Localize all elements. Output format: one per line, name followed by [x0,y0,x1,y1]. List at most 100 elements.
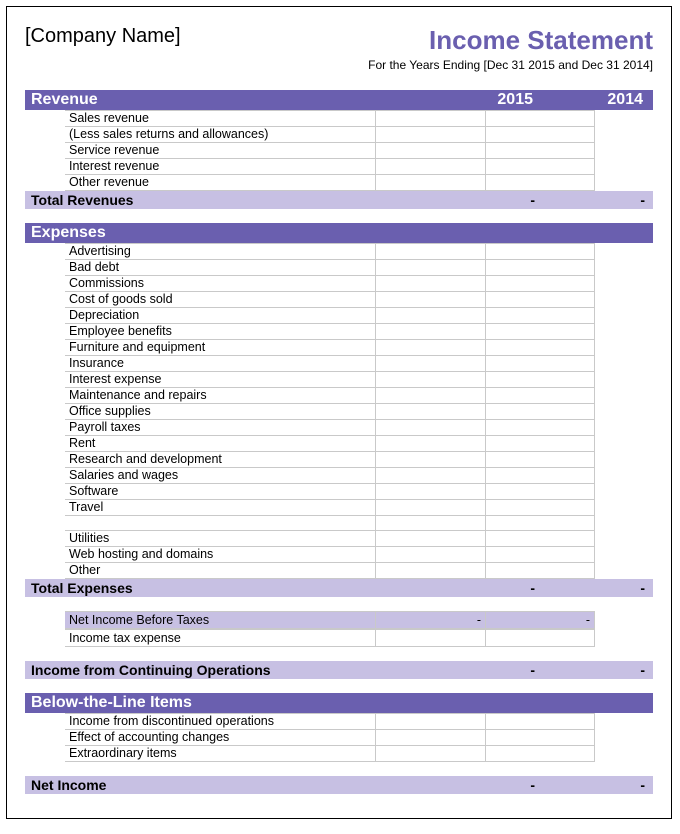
line-item-value-y1[interactable] [375,436,485,452]
line-item-value-y1[interactable] [375,452,485,468]
line-item-row: Insurance [25,356,653,372]
line-item-label: Bad debt [65,260,375,276]
line-item-value-y2[interactable] [485,340,595,356]
line-item-value-y1[interactable] [375,500,485,516]
income-statement-page: [Company Name] Income Statement For the … [6,6,672,819]
line-item-row: Extraordinary items [25,746,653,762]
line-item-value-y1[interactable] [375,340,485,356]
line-item-value-y1[interactable] [375,404,485,420]
line-item-row: Effect of accounting changes [25,730,653,746]
line-item-value-y1[interactable] [375,243,485,260]
line-item-value-y2[interactable] [485,159,595,175]
line-item-value-y1[interactable] [375,260,485,276]
line-item-value-y2[interactable] [485,547,595,563]
net-before-rows: Net Income Before Taxes--Income tax expe… [25,611,653,647]
line-item-value-y2[interactable]: - [485,611,595,629]
line-item-label: Income from discontinued operations [65,713,375,730]
line-item-value-y2[interactable] [485,260,595,276]
line-item-row: Service revenue [25,143,653,159]
line-item-value-y2[interactable] [485,388,595,404]
line-item-value-y2[interactable] [485,468,595,484]
line-item-value-y1[interactable] [375,276,485,292]
line-item-row: Advertising [25,243,653,260]
below-line-rows: Income from discontinued operationsEffec… [25,713,653,762]
line-item-value-y2[interactable] [485,500,595,516]
line-item-value-y2[interactable] [485,746,595,762]
line-item-label: Employee benefits [65,324,375,340]
company-name: [Company Name] [25,25,181,48]
line-item-value-y1[interactable] [375,324,485,340]
line-item-value-y1[interactable] [375,730,485,746]
total-expenses-y2: - [539,579,649,597]
line-item-row: Bad debt [25,260,653,276]
total-expenses-row: Total Expenses - - [25,579,653,597]
line-item-row: Software [25,484,653,500]
line-item-label: Extraordinary items [65,746,375,762]
line-item-value-y1[interactable] [375,713,485,730]
line-item-value-y1[interactable] [375,143,485,159]
line-item-row: Depreciation [25,308,653,324]
line-item-value-y2[interactable] [485,404,595,420]
line-item-value-y1[interactable]: - [375,611,485,629]
line-item-value-y2[interactable] [485,713,595,730]
line-item-value-y2[interactable] [485,308,595,324]
line-item-value-y1[interactable] [375,629,485,647]
line-item-value-y2[interactable] [485,629,595,647]
line-item-value-y2[interactable] [485,292,595,308]
line-item-value-y1[interactable] [375,356,485,372]
line-item-label: Furniture and equipment [65,340,375,356]
line-item-value-y1[interactable] [375,746,485,762]
line-item-value-y1[interactable] [375,563,485,579]
line-item-label: Interest revenue [65,159,375,175]
line-item-value-y1[interactable] [375,547,485,563]
line-item-label: Maintenance and repairs [65,388,375,404]
line-item-value-y2[interactable] [485,127,595,143]
line-item-value-y1[interactable] [375,516,485,531]
line-item-value-y1[interactable] [375,388,485,404]
line-item-value-y1[interactable] [375,127,485,143]
total-expenses-y1: - [429,579,539,597]
line-item-value-y2[interactable] [485,452,595,468]
line-item-value-y2[interactable] [485,563,595,579]
line-item-label: Salaries and wages [65,468,375,484]
line-item-value-y2[interactable] [485,110,595,127]
line-item-row: Research and development [25,452,653,468]
line-item-value-y1[interactable] [375,308,485,324]
line-item-value-y1[interactable] [375,484,485,500]
line-item-value-y2[interactable] [485,531,595,547]
line-item-value-y1[interactable] [375,372,485,388]
total-revenues-y1: - [429,191,539,209]
line-item-value-y1[interactable] [375,159,485,175]
line-item-value-y2[interactable] [485,276,595,292]
line-item-value-y2[interactable] [485,436,595,452]
line-item-value-y2[interactable] [485,372,595,388]
line-item-row: Interest expense [25,372,653,388]
line-item-row: Web hosting and domains [25,547,653,563]
line-item-value-y1[interactable] [375,420,485,436]
line-item-value-y2[interactable] [485,516,595,531]
line-item-label: Interest expense [65,372,375,388]
net-income-y1: - [429,776,539,794]
line-item-value-y2[interactable] [485,175,595,191]
line-item-value-y2[interactable] [485,324,595,340]
line-item-value-y2[interactable] [485,143,595,159]
line-item-value-y1[interactable] [375,110,485,127]
line-item-value-y2[interactable] [485,730,595,746]
line-item-label: Office supplies [65,404,375,420]
continuing-y1: - [429,661,539,679]
line-item-value-y2[interactable] [485,356,595,372]
line-item-label: Utilities [65,531,375,547]
line-item-value-y1[interactable] [375,292,485,308]
line-item-value-y1[interactable] [375,175,485,191]
year-col-2: 2014 [539,91,649,109]
line-item-label: Other [65,563,375,579]
line-item-value-y2[interactable] [485,484,595,500]
line-item-value-y2[interactable] [485,420,595,436]
line-item-row: Employee benefits [25,324,653,340]
line-item-value-y1[interactable] [375,531,485,547]
line-item-row: Travel [25,500,653,516]
line-item-row: Utilities [25,531,653,547]
line-item-value-y2[interactable] [485,243,595,260]
expense-rows: AdvertisingBad debtCommissionsCost of go… [25,243,653,579]
line-item-value-y1[interactable] [375,468,485,484]
